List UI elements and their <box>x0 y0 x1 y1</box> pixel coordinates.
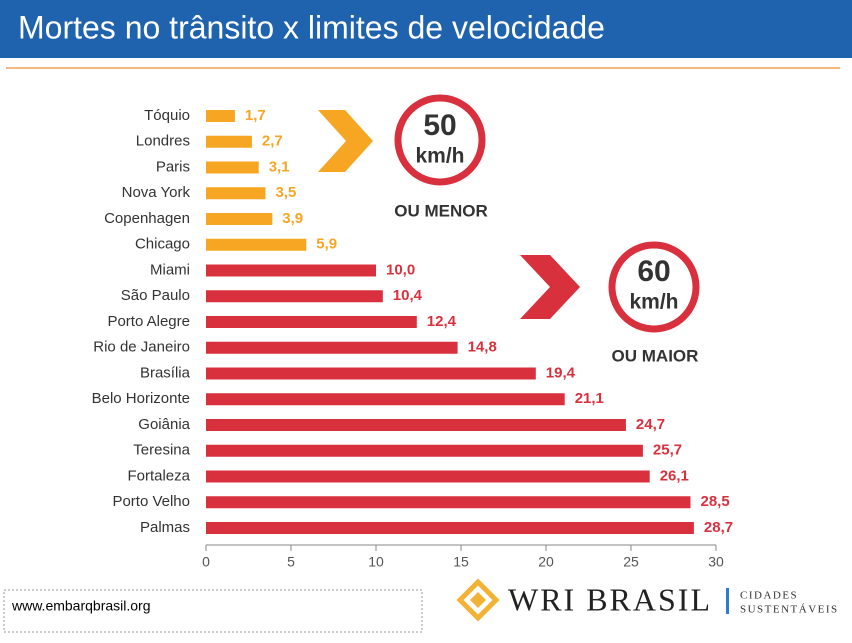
value-label: 24,7 <box>636 416 665 433</box>
value-label: 28,5 <box>701 493 730 510</box>
bar <box>206 419 626 431</box>
logo-mark <box>456 578 500 622</box>
value-label: 14,8 <box>468 339 497 356</box>
logo-text: WRI BRASIL <box>508 581 712 617</box>
arrow <box>520 255 580 319</box>
bar <box>206 161 259 174</box>
bar <box>206 496 691 509</box>
value-label: 10,4 <box>393 287 423 304</box>
sign-unit: km/h <box>629 291 678 314</box>
title-bar <box>0 0 852 58</box>
logo-sub: SUSTENTÁVEIS <box>740 604 839 616</box>
x-tick-label: 5 <box>287 554 295 570</box>
x-tick-label: 15 <box>453 554 469 570</box>
y-tick-label: Tóquio <box>144 107 190 124</box>
arrow <box>318 110 373 172</box>
sign-speed: 60 <box>637 255 670 288</box>
x-tick-label: 25 <box>623 554 639 570</box>
y-tick-label: Porto Alegre <box>107 313 190 330</box>
sign-speed: 50 <box>423 109 456 142</box>
url: www.embarqbrasil.org <box>11 598 151 614</box>
y-tick-label: Rio de Janeiro <box>93 339 190 356</box>
bar <box>206 238 307 251</box>
bar <box>206 341 458 354</box>
y-tick-label: Brasília <box>140 364 191 381</box>
bar <box>206 110 235 122</box>
y-tick-label: Belo Horizonte <box>92 390 190 407</box>
bar <box>206 135 252 148</box>
y-tick-label: São Paulo <box>121 287 190 304</box>
bar <box>206 522 694 534</box>
value-label: 12,4 <box>427 313 457 330</box>
value-label: 25,7 <box>653 442 682 459</box>
y-tick-label: Fortaleza <box>127 467 190 484</box>
bar <box>206 264 376 277</box>
x-tick-label: 0 <box>202 554 210 570</box>
y-tick-label: Palmas <box>140 519 190 536</box>
value-label: 21,1 <box>575 390 604 407</box>
x-tick-label: 20 <box>538 554 554 570</box>
sign-unit: km/h <box>415 145 464 168</box>
url-box <box>3 589 423 633</box>
y-tick-label: Nova York <box>122 184 191 201</box>
bar <box>206 290 383 303</box>
sign-text: OU MAIOR <box>612 346 699 365</box>
bar <box>206 470 650 483</box>
value-label: 1,7 <box>245 107 266 124</box>
value-label: 26,1 <box>660 467 689 484</box>
x-tick-label: 10 <box>368 554 384 570</box>
y-tick-label: Chicago <box>135 236 190 253</box>
bar <box>206 316 417 328</box>
x-tick-label: 30 <box>708 554 724 570</box>
logo-sub: CIDADES <box>740 590 798 602</box>
speed-sign <box>608 241 700 333</box>
y-tick-label: Londres <box>136 133 190 150</box>
speed-sign <box>394 94 486 186</box>
bar <box>206 393 565 406</box>
value-label: 3,5 <box>276 184 297 201</box>
y-tick-label: Porto Velho <box>112 493 190 510</box>
value-label: 3,9 <box>282 210 303 227</box>
y-tick-label: Miami <box>150 261 190 278</box>
logo-divider <box>726 588 729 614</box>
bar <box>206 213 273 225</box>
value-label: 5,9 <box>316 236 337 253</box>
y-tick-label: Teresina <box>133 442 190 459</box>
value-label: 2,7 <box>262 133 283 150</box>
value-label: 3,1 <box>269 158 290 175</box>
sign-text: OU MENOR <box>394 201 488 220</box>
value-label: 10,0 <box>386 261 415 278</box>
chart-title: Mortes no trânsito x limites de velocida… <box>18 9 605 45</box>
bar <box>206 367 536 380</box>
y-tick-label: Goiânia <box>138 416 190 433</box>
y-tick-label: Copenhagen <box>104 210 190 227</box>
value-label: 19,4 <box>546 364 576 381</box>
bar <box>206 444 643 457</box>
value-label: 28,7 <box>704 519 733 536</box>
y-tick-label: Paris <box>156 158 190 175</box>
bar <box>206 187 266 200</box>
